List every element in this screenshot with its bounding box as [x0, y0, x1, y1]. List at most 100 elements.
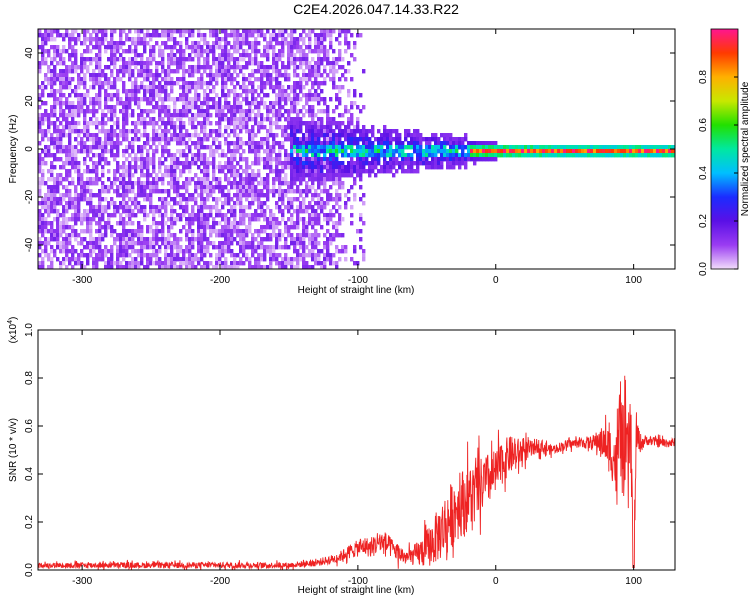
- spectrogram-cell: [257, 217, 261, 222]
- spectrogram-cell: [467, 149, 471, 154]
- spectrogram-cell: [245, 177, 249, 182]
- spectrogram-cell: [98, 73, 102, 78]
- spectrogram-cell: [122, 237, 126, 242]
- spectrogram-cell: [647, 145, 651, 150]
- spectrogram-cell: [437, 149, 441, 154]
- spectrogram-cell: [305, 109, 309, 114]
- spectrogram-cell: [539, 145, 543, 150]
- spectrogram-cell: [107, 105, 111, 110]
- spectrogram-cell: [425, 165, 429, 170]
- spectrogram-cell: [269, 109, 273, 114]
- spectrogram-cell: [311, 109, 315, 114]
- spectrogram-cell: [119, 45, 123, 50]
- spectrogram-cell: [290, 141, 294, 146]
- spectrogram-cell: [245, 89, 249, 94]
- spectrogram-cell: [236, 189, 240, 194]
- spectrogram-cell: [50, 169, 54, 174]
- spectrogram-cell: [149, 69, 153, 74]
- spectrogram-cell: [305, 93, 309, 98]
- spectrogram-cell: [122, 149, 126, 154]
- spectrogram-cell: [290, 149, 294, 154]
- spectrogram-cell: [188, 165, 192, 170]
- spectrogram-cell: [209, 229, 213, 234]
- spectrogram-cell: [83, 245, 87, 250]
- spectrogram-cell: [344, 249, 348, 254]
- spectrogram-cell: [209, 133, 213, 138]
- spectrogram-cell: [80, 229, 84, 234]
- spectrogram-cell: [86, 37, 90, 42]
- spectrogram-cell: [95, 77, 99, 82]
- spectrogram-cell: [326, 193, 330, 198]
- spectrogram-cell: [134, 89, 138, 94]
- spectrogram-cell: [251, 125, 255, 130]
- spectrogram-cell: [233, 225, 237, 230]
- spectrogram-cell: [290, 97, 294, 102]
- spectrogram-cell: [71, 217, 75, 222]
- spectrogram-cell: [404, 157, 408, 162]
- spectrogram-cell: [173, 57, 177, 62]
- spectrogram-cell: [71, 117, 75, 122]
- spectrogram-cell: [233, 85, 237, 90]
- spectrogram-cell: [146, 237, 150, 242]
- spectrogram-cell: [125, 49, 129, 54]
- spectrogram-cell: [146, 61, 150, 66]
- spectrogram-cell: [290, 181, 294, 186]
- spectrogram-cell: [50, 81, 54, 86]
- spectrogram-cell: [116, 169, 120, 174]
- spectrogram-cell: [308, 149, 312, 154]
- spectrogram-cell: [335, 165, 339, 170]
- spectrogram-cell: [209, 97, 213, 102]
- spectrogram-cell: [131, 197, 135, 202]
- spectrogram-cell: [464, 153, 468, 158]
- spectrogram-cell: [71, 113, 75, 118]
- spectrogram-cell: [251, 173, 255, 178]
- spectrogram-cell: [659, 153, 663, 158]
- spectrogram-cell: [317, 177, 321, 182]
- spectrogram-cell: [161, 29, 165, 34]
- spectrogram-cell: [311, 65, 315, 70]
- spectrogram-cell: [92, 241, 96, 246]
- spectrogram-cell: [266, 161, 270, 166]
- snr-frame: [37, 329, 676, 571]
- spectrogram-cell: [290, 233, 294, 238]
- spectrogram-cell: [413, 133, 417, 138]
- spectrogram-cell: [281, 145, 285, 150]
- spectrogram-cell: [53, 181, 57, 186]
- spectrogram-cell: [374, 165, 378, 170]
- spectrogram-cell: [98, 229, 102, 234]
- spectrogram-cell: [260, 137, 264, 142]
- spectrogram-cell: [47, 205, 51, 210]
- spectrogram-cell: [188, 257, 192, 262]
- spectrogram-cell: [398, 137, 402, 142]
- spectrogram-cell: [98, 241, 102, 246]
- spectrogram-cell: [68, 261, 72, 266]
- spectrogram-cell: [86, 133, 90, 138]
- spectrogram-cell: [68, 109, 72, 114]
- spectrogram-cell: [581, 145, 585, 150]
- spectrogram-cell: [317, 181, 321, 186]
- spectrogram-cell: [44, 161, 48, 166]
- spectrogram-cell: [176, 189, 180, 194]
- spectrogram-cell: [137, 97, 141, 102]
- spectrogram-cell: [92, 105, 96, 110]
- spectrogram-cell: [302, 201, 306, 206]
- spectrogram-cell: [206, 193, 210, 198]
- spectrogram-cell: [416, 137, 420, 142]
- spectrogram-cell: [479, 153, 483, 158]
- spectrogram-cell: [332, 49, 336, 54]
- spectrogram-cell: [299, 85, 303, 90]
- spectrogram-cell: [140, 253, 144, 258]
- spectrogram-cell: [140, 229, 144, 234]
- spectrogram-cell: [131, 265, 135, 269]
- spectrogram-cell: [71, 249, 75, 254]
- spectrogram-cell: [281, 89, 285, 94]
- spectrogram-cell: [173, 45, 177, 50]
- spectrogram-cell: [146, 181, 150, 186]
- spectrogram-cell: [272, 257, 276, 262]
- spectrogram-cell: [137, 249, 141, 254]
- spectrogram-cell: [92, 193, 96, 198]
- spectrogram-cell: [302, 233, 306, 238]
- spectrogram-cell: [77, 101, 81, 106]
- spectrogram-cell: [152, 217, 156, 222]
- spectrogram-cell: [149, 209, 153, 214]
